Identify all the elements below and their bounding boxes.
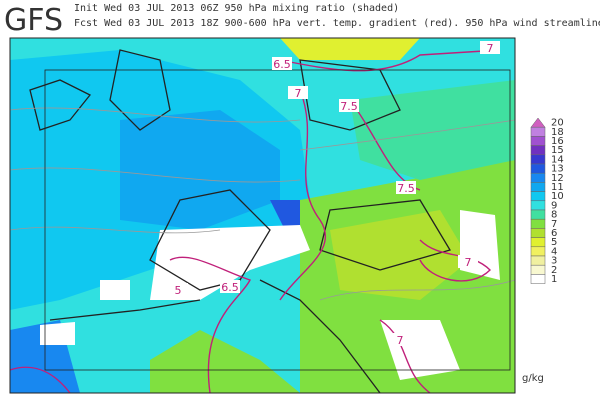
legend-label: 18 [551, 127, 564, 138]
contour-label-box [288, 86, 308, 99]
contour-label: 7.5 [340, 100, 358, 113]
legend-swatch [530, 172, 546, 183]
legend-label: 11 [551, 182, 564, 193]
legend-label: 15 [551, 145, 564, 156]
legend-swatch [530, 274, 546, 284]
legend-swatch [530, 228, 546, 238]
map [9, 37, 516, 394]
init-line: Init Wed 03 JUL 2013 06Z 950 hPa mixing … [74, 3, 399, 14]
legend-label: 2 [551, 265, 557, 276]
model-name: GFS [4, 3, 63, 38]
contour-label-box [390, 333, 410, 346]
legend-swatch [530, 255, 546, 266]
legend-swatch [530, 200, 546, 211]
legend-label: 9 [551, 200, 557, 211]
legend-swatch [530, 191, 546, 202]
legend-swatch [530, 182, 546, 192]
contour-label-box [339, 99, 359, 112]
contour-label: 7 [295, 87, 302, 100]
contour-label: 7 [465, 256, 472, 269]
legend-swatch [530, 117, 546, 128]
contour-label-box [168, 283, 188, 296]
legend-swatch [530, 209, 546, 220]
legend-label: 14 [551, 154, 564, 165]
legend-label: 1 [551, 274, 557, 285]
legend-label: 5 [551, 237, 557, 248]
legend-swatch [530, 154, 546, 165]
legend-label: 13 [551, 164, 564, 175]
legend-label: 16 [551, 136, 564, 147]
legend-unit: g/kg [522, 373, 544, 384]
legend-label: 7 [551, 219, 557, 230]
legend-label: 12 [551, 173, 564, 184]
contour-label-box [272, 57, 292, 70]
legend-swatch [530, 163, 546, 174]
contour-label-box [458, 255, 478, 268]
contour-labels: 6.5 7 7 7.5 7.5 7 6.5 5 7 [168, 41, 500, 347]
legend-swatch [530, 136, 546, 146]
legend-label: 6 [551, 228, 557, 239]
legend-swatch [530, 126, 546, 137]
legend-swatch [530, 264, 546, 275]
contour-label: 7.5 [397, 182, 415, 195]
legend-label: 3 [551, 256, 557, 267]
legend-label: 4 [551, 246, 557, 257]
legend-label: 8 [551, 210, 557, 221]
legend-label: 20 [551, 118, 564, 129]
contour-label: 7 [487, 42, 494, 55]
legend-label: 10 [551, 191, 564, 202]
contour-label: 7 [397, 334, 404, 347]
contour-label-box [220, 280, 240, 293]
contour-label: 5 [175, 284, 182, 297]
legend-swatch [530, 218, 546, 229]
contour-label-box [480, 41, 500, 54]
legend-swatch [530, 246, 546, 257]
legend-swatch [530, 145, 546, 156]
contour-label: 6.5 [221, 281, 239, 294]
contour-label: 6.5 [273, 58, 291, 71]
legend-swatch [530, 237, 546, 248]
forecast-line: Fcst Wed 03 JUL 2013 18Z 900-600 hPa ver… [74, 18, 600, 29]
contour-label-box [396, 181, 416, 194]
